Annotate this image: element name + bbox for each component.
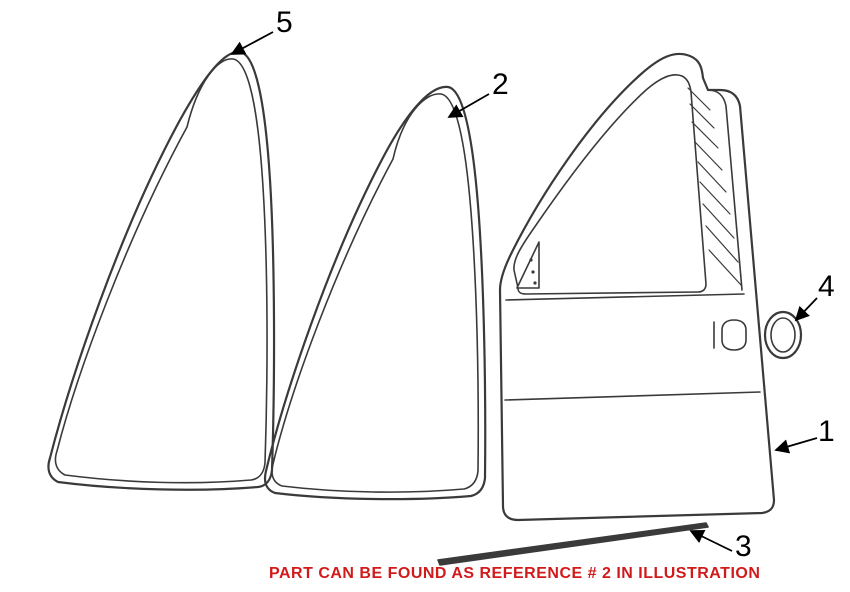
callout-arrow-3 — [691, 531, 732, 551]
part-seal-2 — [265, 87, 485, 499]
part-seal-5 — [48, 52, 274, 490]
callout-label-5: 5 — [276, 6, 293, 40]
callout-arrow-1 — [776, 438, 817, 450]
callout-label-4: 4 — [818, 270, 835, 304]
footer-reference-note: PART CAN BE FOUND AS REFERENCE # 2 IN IL… — [269, 565, 760, 583]
parts-diagram-svg — [0, 0, 850, 592]
callout-arrow-2 — [449, 94, 489, 117]
callout-arrow-5 — [232, 32, 273, 54]
diagram-stage: 5 2 4 1 3 PART CAN BE FOUND AS REFERENCE… — [0, 0, 850, 592]
parts-layer — [48, 52, 801, 565]
callout-label-1: 1 — [818, 415, 835, 449]
callout-label-3: 3 — [735, 530, 752, 564]
callout-label-2: 2 — [492, 68, 509, 102]
callout-arrow-4 — [796, 298, 817, 320]
part-strip-3 — [438, 523, 708, 565]
